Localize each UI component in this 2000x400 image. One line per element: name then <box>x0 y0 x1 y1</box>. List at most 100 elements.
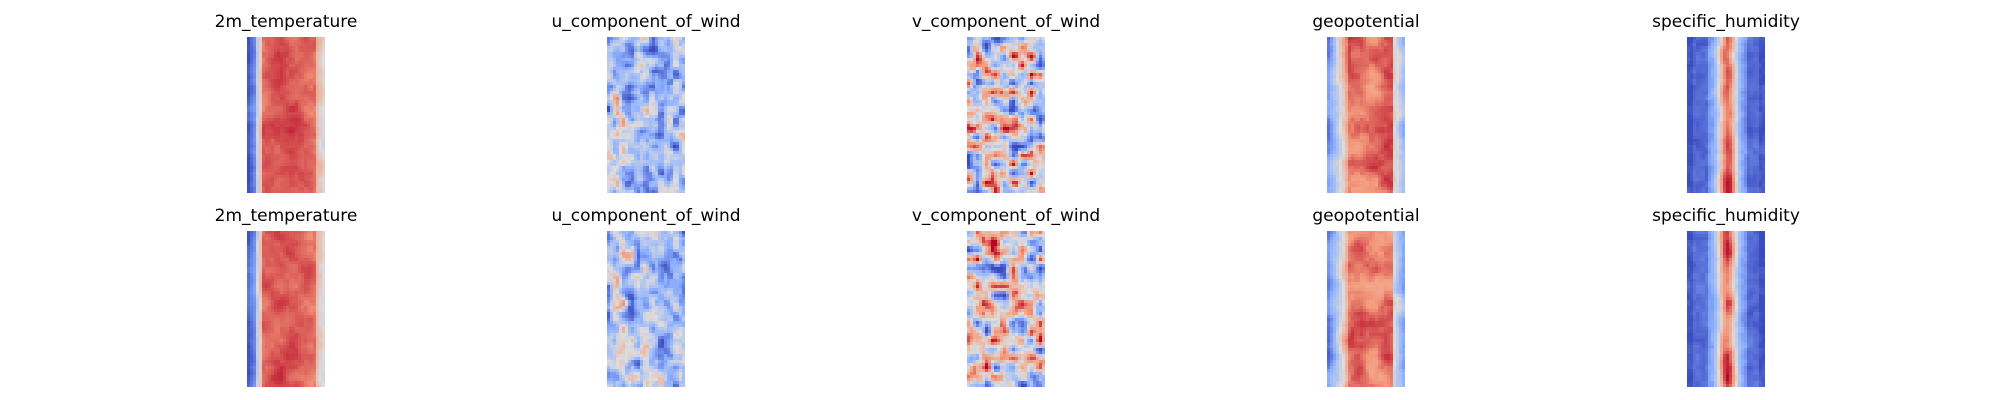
heatmap-cell <box>1024 70 1028 74</box>
heatmap-cell <box>1348 85 1352 89</box>
heatmap-cell <box>628 124 632 128</box>
heatmap-cell <box>304 124 308 128</box>
heatmap-cell <box>1348 130 1352 134</box>
heatmap-cell <box>313 100 317 104</box>
heatmap-cell <box>1033 136 1037 140</box>
heatmap-cell <box>1006 139 1010 143</box>
heatmap-cell <box>676 106 680 110</box>
heatmap-cell <box>631 124 635 128</box>
heatmap-cell <box>283 100 287 104</box>
heatmap-cell <box>613 85 617 89</box>
heatmap-cell <box>1360 139 1364 143</box>
heatmap-cell <box>1018 142 1022 146</box>
heatmap-cell <box>1039 55 1043 59</box>
heatmap-cell <box>1390 127 1394 131</box>
heatmap-cell <box>970 103 974 107</box>
heatmap-cell <box>319 100 323 104</box>
heatmap-cell <box>673 76 677 80</box>
heatmap-cell <box>976 175 980 179</box>
heatmap-cell <box>253 58 257 62</box>
heatmap-cell <box>967 145 971 149</box>
heatmap-cell <box>661 130 665 134</box>
heatmap-cell <box>637 184 641 188</box>
heatmap-cell <box>619 136 623 140</box>
heatmap-cell <box>967 70 971 74</box>
heatmap-cell <box>655 103 659 107</box>
heatmap-cell <box>679 52 683 56</box>
heatmap-cell <box>1390 76 1394 80</box>
heatmap-cell <box>1018 136 1022 140</box>
heatmap-cell <box>628 184 632 188</box>
heatmap-cell <box>976 142 980 146</box>
heatmap-cell <box>1345 103 1349 107</box>
heatmap-cell <box>247 49 251 53</box>
heatmap-cell <box>307 154 311 158</box>
heatmap-cell <box>298 187 302 191</box>
heatmap-cell <box>616 115 620 119</box>
heatmap-cell <box>991 139 995 143</box>
heatmap-cell <box>994 52 998 56</box>
heatmap-cell <box>289 91 293 95</box>
heatmap-cell <box>259 127 263 131</box>
heatmap-cell <box>1033 97 1037 101</box>
heatmap-cell <box>259 40 263 44</box>
heatmap-cell <box>304 163 308 167</box>
heatmap-cell <box>661 61 665 65</box>
heatmap-cell <box>256 43 260 47</box>
heatmap-cell <box>1363 136 1367 140</box>
heatmap-cell <box>655 112 659 116</box>
heatmap-cell <box>661 55 665 59</box>
heatmap-cell <box>1339 46 1343 50</box>
heatmap-cell <box>655 82 659 86</box>
heatmap-cell <box>1015 151 1019 155</box>
heatmap-cell <box>991 175 995 179</box>
heatmap-cell <box>1387 109 1391 113</box>
heatmap-cell <box>286 163 290 167</box>
heatmap-cell <box>262 178 266 182</box>
heatmap-cell <box>655 118 659 122</box>
heatmap-cell <box>1000 136 1004 140</box>
heatmap-cell <box>1024 43 1028 47</box>
heatmap-cell <box>622 64 626 68</box>
heatmap-cell <box>1339 76 1343 80</box>
heatmap-cell <box>670 151 674 155</box>
heatmap-cell <box>670 88 674 92</box>
heatmap-cell <box>1399 67 1403 71</box>
heatmap-cell <box>1039 37 1043 41</box>
heatmap-cell <box>640 61 644 65</box>
heatmap-cell <box>991 187 995 191</box>
heatmap-cell <box>277 85 281 89</box>
heatmap-cell <box>994 184 998 188</box>
heatmap-cell <box>664 121 668 125</box>
heatmap-cell <box>625 49 629 53</box>
heatmap-cell <box>967 97 971 101</box>
heatmap-cell <box>1024 136 1028 140</box>
heatmap-cell <box>280 46 284 50</box>
heatmap-cell <box>286 70 290 74</box>
heatmap-cell <box>307 37 311 41</box>
heatmap-cell <box>298 46 302 50</box>
heatmap-cell <box>1000 166 1004 170</box>
heatmap-cell <box>322 142 325 146</box>
heatmap-cell <box>610 142 614 146</box>
heatmap-cell <box>1330 130 1334 134</box>
heatmap-cell <box>1339 109 1343 113</box>
heatmap-cell <box>982 109 986 113</box>
heatmap-cell <box>307 148 311 152</box>
heatmap-cell <box>616 175 620 179</box>
heatmap-cell <box>1015 118 1019 122</box>
heatmap-cell <box>286 88 290 92</box>
heatmap-cell <box>265 64 269 68</box>
heatmap-cell <box>616 67 620 71</box>
heatmap-cell <box>658 52 662 56</box>
heatmap-cell <box>322 82 325 86</box>
heatmap-cell <box>286 67 290 71</box>
heatmap-cell <box>670 97 674 101</box>
heatmap-cell <box>1024 91 1028 95</box>
heatmap-cell <box>1018 58 1022 62</box>
heatmap-cell <box>1363 112 1367 116</box>
heatmap-cell <box>1003 100 1007 104</box>
heatmap-cell <box>259 136 263 140</box>
heatmap-cell <box>316 70 320 74</box>
heatmap-cell <box>1363 76 1367 80</box>
